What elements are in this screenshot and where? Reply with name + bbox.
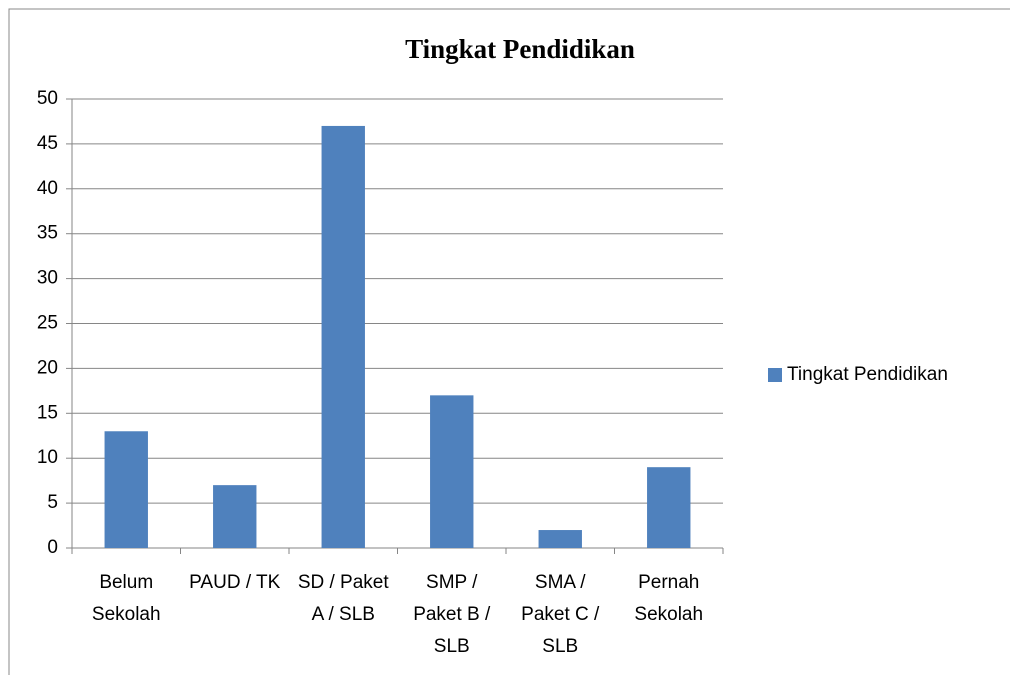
- legend-label: Tingkat Pendidikan: [787, 364, 948, 385]
- x-tick-label: SMP / Paket B / SLB: [413, 572, 491, 657]
- x-tick-label: Pernah Sekolah: [634, 572, 704, 625]
- y-tick-label: 25: [37, 313, 58, 334]
- bar: [104, 431, 148, 548]
- y-tick-label: 45: [37, 133, 58, 154]
- bar: [430, 395, 474, 548]
- x-tick-label: PAUD / TK: [189, 572, 281, 593]
- x-tick-label: SD / Paket A / SLB: [297, 572, 389, 625]
- x-tick-label: SMA / Paket C / SLB: [521, 572, 600, 657]
- bar: [213, 485, 257, 548]
- chart-title: Tingkat Pendidikan: [405, 34, 635, 64]
- y-tick-label: 50: [37, 88, 58, 109]
- y-tick-label: 0: [47, 537, 58, 558]
- y-tick-label: 10: [37, 447, 58, 468]
- y-tick-label: 15: [37, 402, 58, 423]
- chart-border: [8, 8, 1010, 675]
- y-tick-label: 30: [37, 268, 58, 289]
- x-tick-label: Belum Sekolah: [91, 572, 161, 625]
- bar: [321, 125, 365, 548]
- legend-swatch: [768, 368, 782, 382]
- y-tick-label: 5: [47, 492, 58, 513]
- y-tick-label: 20: [37, 357, 58, 378]
- bar: [538, 530, 582, 548]
- y-tick-label: 35: [37, 223, 58, 244]
- bar: [647, 467, 691, 548]
- y-tick-label: 40: [37, 178, 58, 199]
